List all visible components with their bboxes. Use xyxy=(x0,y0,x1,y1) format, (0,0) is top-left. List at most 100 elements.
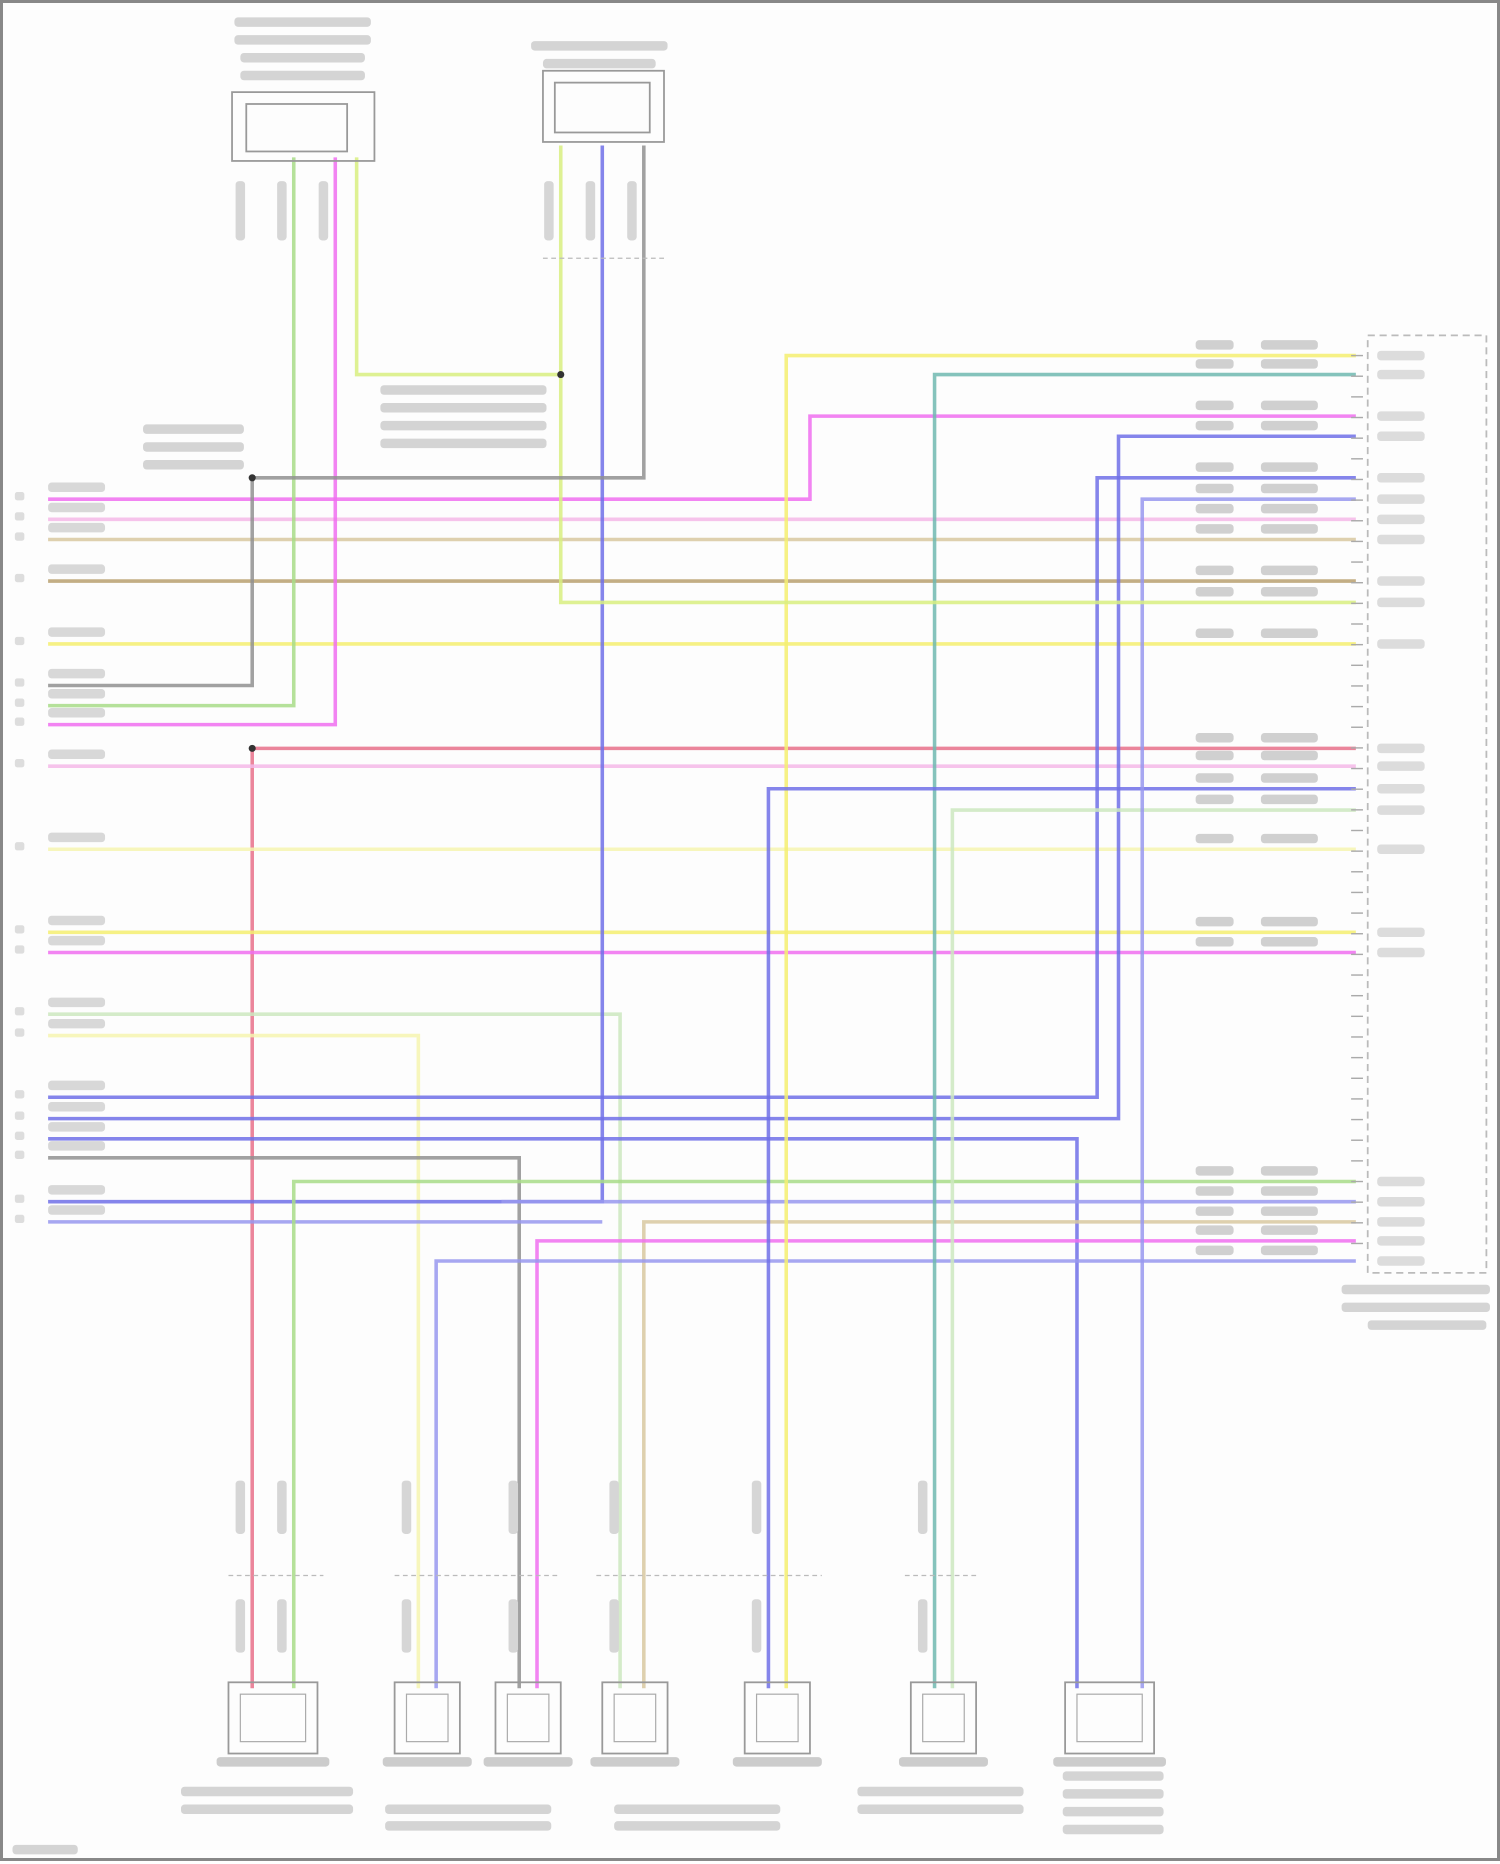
blurred-label xyxy=(385,1821,552,1831)
wire-label xyxy=(48,749,106,760)
circuit-label xyxy=(1195,937,1234,947)
blurred-label xyxy=(216,1757,330,1767)
wire-label xyxy=(235,1599,246,1653)
pin-number xyxy=(14,1214,25,1224)
wire-label xyxy=(1260,400,1318,411)
blurred-label xyxy=(240,70,365,81)
circuit-label xyxy=(1195,916,1234,927)
wire-label xyxy=(1260,359,1318,369)
blurred-label xyxy=(181,1804,354,1815)
wire-label xyxy=(1260,586,1318,597)
wire-label xyxy=(277,1599,287,1653)
pin-function-label xyxy=(1377,411,1425,421)
blurred-label xyxy=(1341,1302,1490,1313)
circuit-label xyxy=(1195,1206,1234,1216)
component-body xyxy=(239,1693,307,1743)
wire-label xyxy=(1260,462,1318,472)
blurred-label xyxy=(1062,1806,1164,1817)
wire-label xyxy=(1260,628,1318,639)
blurred-label xyxy=(614,1804,781,1815)
circuit-label xyxy=(1195,462,1234,472)
pin-function-label xyxy=(1377,1236,1425,1246)
circuit-label xyxy=(1195,1225,1234,1235)
wire-label xyxy=(1260,750,1318,761)
wire-light-green xyxy=(48,1012,622,1689)
wire-light-blue xyxy=(434,1259,1356,1689)
blurred-label xyxy=(12,1844,78,1855)
pin-function-label xyxy=(1377,494,1425,504)
blurred-label xyxy=(1062,1824,1164,1835)
blurred-label xyxy=(614,1821,781,1831)
wire-label xyxy=(1260,1186,1318,1196)
component-body xyxy=(613,1693,657,1743)
component-body xyxy=(1076,1693,1143,1743)
pin-number xyxy=(14,532,25,541)
wire-label xyxy=(751,1480,762,1534)
circuit-label xyxy=(1195,586,1234,597)
circuit-label xyxy=(1195,565,1234,576)
pin-function-label xyxy=(1377,783,1425,794)
blurred-label xyxy=(1053,1757,1166,1767)
blurred-label xyxy=(385,1804,552,1815)
blurred-label xyxy=(1367,1320,1487,1330)
wire-label xyxy=(401,1480,412,1534)
wire-label xyxy=(1260,732,1318,743)
wire-blue xyxy=(48,434,1356,1121)
wire-label xyxy=(277,181,287,241)
circuit-label xyxy=(1195,1186,1234,1196)
blurred-label xyxy=(857,1804,1024,1815)
pin-number xyxy=(14,1111,25,1120)
circuit-label xyxy=(1195,773,1234,783)
wire-label xyxy=(48,689,106,699)
pin-number xyxy=(14,1028,25,1037)
wire-teal xyxy=(932,372,1356,1689)
blurred-label xyxy=(181,1786,354,1797)
circuit-label xyxy=(1195,483,1234,494)
wire-label xyxy=(627,181,637,241)
component-body xyxy=(922,1693,965,1743)
circuit-label xyxy=(1195,750,1234,761)
component-body xyxy=(506,1693,550,1743)
wire-label xyxy=(48,1205,106,1215)
top-sensor-connector xyxy=(231,91,376,162)
pin-function-label xyxy=(1377,743,1425,754)
pin-number xyxy=(14,636,25,646)
blurred-label xyxy=(380,420,547,431)
pin-number xyxy=(14,1194,25,1203)
wire-label xyxy=(48,832,106,843)
blurred-label xyxy=(380,403,547,413)
wire-label xyxy=(48,708,106,718)
circuit-label xyxy=(1195,420,1234,431)
wire-label xyxy=(508,1480,519,1534)
blurred-label xyxy=(143,442,244,452)
wire-pink xyxy=(535,1239,1356,1689)
pin-number xyxy=(14,1131,25,1140)
component-1 xyxy=(227,1681,319,1755)
pin-function-label xyxy=(1377,1217,1425,1227)
blurred-label xyxy=(240,52,365,63)
wire-label xyxy=(401,1599,412,1653)
splice-dot xyxy=(248,474,256,482)
wiring-diagram xyxy=(12,17,1490,1855)
wire-label xyxy=(48,482,106,493)
pin-number xyxy=(14,1007,25,1016)
wire-gray xyxy=(48,1156,521,1689)
wire-label xyxy=(48,1018,106,1029)
pin-function-label xyxy=(1377,639,1425,649)
blurred-label xyxy=(1062,1789,1164,1799)
wire-blue xyxy=(48,145,605,1204)
wire-light-blue xyxy=(1140,497,1356,1689)
wire-pink xyxy=(48,157,338,727)
blurred-label xyxy=(380,438,547,449)
wire-tan xyxy=(642,1220,1356,1689)
component-3 xyxy=(494,1681,562,1755)
wire-label xyxy=(235,1480,246,1534)
blurred-label xyxy=(380,385,547,395)
blurred-label xyxy=(1341,1284,1490,1295)
wire-label xyxy=(917,1480,928,1534)
pin-function-label xyxy=(1377,369,1425,380)
wire-label xyxy=(48,1141,106,1151)
pin-number xyxy=(14,492,25,501)
pin-function-label xyxy=(1377,473,1425,483)
